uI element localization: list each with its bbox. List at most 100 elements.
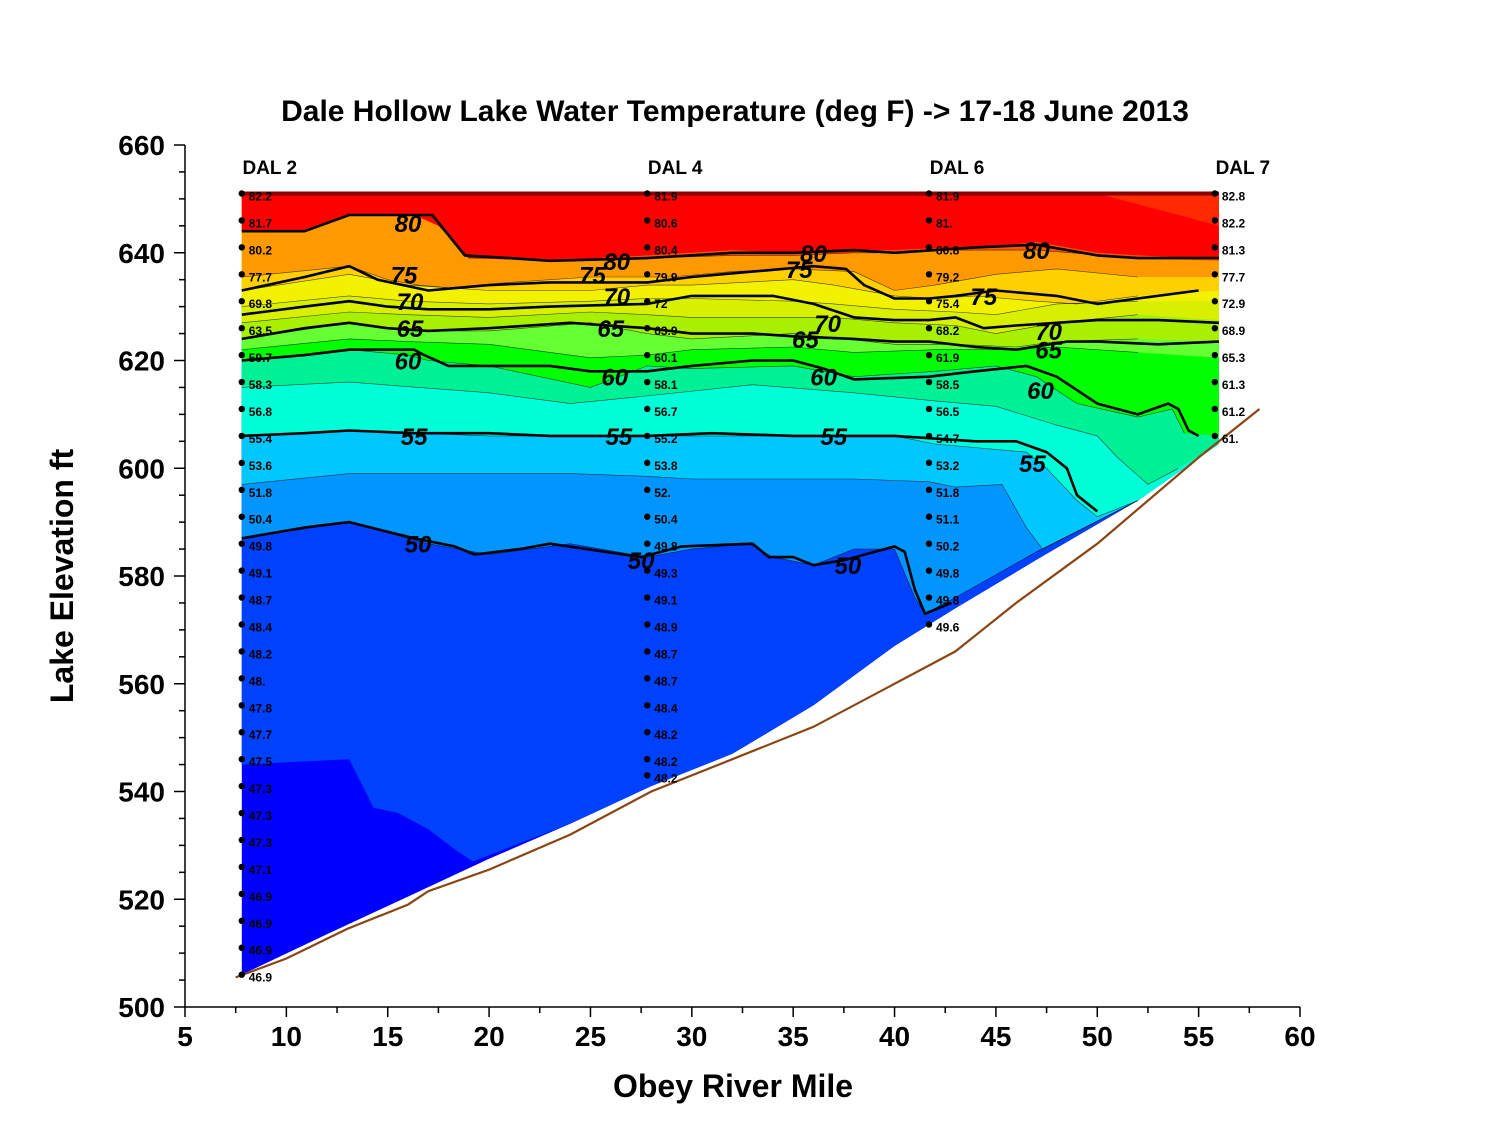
isotherm-thin bbox=[241, 381, 1179, 485]
observation-dot bbox=[925, 217, 933, 224]
isotherm-75 bbox=[241, 264, 1199, 306]
observation-value: 81.7 bbox=[249, 216, 273, 230]
station-dal-6: DAL 6 81.9 81. 80.8 79.2 75.4 68.2 61.9 58.5 56.5… bbox=[925, 158, 984, 634]
observation-dot bbox=[925, 271, 933, 278]
x-tick-label: 10 bbox=[271, 1021, 302, 1052]
observation-value: 81. bbox=[936, 216, 953, 230]
observation-dot bbox=[238, 298, 245, 305]
observation-dot bbox=[644, 702, 651, 709]
isotherm-thin bbox=[241, 322, 1138, 348]
observation-value: 61. bbox=[1222, 432, 1239, 446]
observation-dot bbox=[238, 405, 245, 413]
x-tick-label: 35 bbox=[778, 1021, 809, 1052]
observation-value: 46.9 bbox=[249, 890, 273, 904]
observation-value: 80.8 bbox=[936, 243, 960, 257]
station-dal-7: DAL 7 82.8 82.2 81.3 77.7 72.9 68.9 65.3 61.3 61.… bbox=[1211, 158, 1270, 446]
isotherm-thin bbox=[241, 338, 1138, 359]
y-tick-label: 660 bbox=[118, 130, 165, 161]
observation-dot bbox=[644, 271, 651, 278]
isotherm-label: 75 bbox=[786, 257, 813, 284]
x-tick-label: 45 bbox=[980, 1021, 1011, 1052]
observation-dot bbox=[1211, 298, 1219, 305]
observation-value: 69.8 bbox=[249, 297, 273, 311]
observation-value: 49.8 bbox=[936, 567, 960, 581]
observation-dot bbox=[238, 702, 245, 709]
isotherm-label: 50 bbox=[405, 532, 432, 559]
y-tick-label: 640 bbox=[118, 238, 165, 269]
observation-value: 63.9 bbox=[654, 324, 678, 338]
observation-dot bbox=[644, 324, 651, 332]
observation-value: 49.8 bbox=[654, 540, 678, 554]
observation-dot bbox=[1211, 190, 1219, 197]
station-dal-2: DAL 2 82.2 81.7 80.2 77.7 69.8 63.5 59.7 58.3 56.… bbox=[238, 158, 297, 985]
observation-dot bbox=[238, 782, 245, 790]
x-tick-label: 15 bbox=[372, 1021, 403, 1052]
observation-value: 47.3 bbox=[249, 836, 273, 850]
observation-value: 65.3 bbox=[1222, 351, 1246, 365]
observation-value: 50.4 bbox=[654, 513, 678, 527]
observation-value: 56.8 bbox=[249, 405, 273, 419]
x-tick-label: 20 bbox=[474, 1021, 505, 1052]
observation-dot bbox=[644, 621, 651, 628]
observation-dot bbox=[238, 729, 245, 736]
observation-value: 47.3 bbox=[249, 782, 273, 796]
isotherm-label: 80 bbox=[603, 249, 630, 276]
observation-dot bbox=[644, 772, 651, 779]
observation-value: 72.9 bbox=[1222, 297, 1246, 311]
observation-dot bbox=[644, 190, 651, 197]
observation-value: 49.8 bbox=[936, 594, 960, 608]
observation-dot bbox=[925, 432, 933, 440]
chart-title: Dale Hollow Lake Water Temperature (deg … bbox=[281, 95, 1189, 128]
observation-value: 48. bbox=[249, 674, 266, 688]
isotherm-label: 50 bbox=[835, 553, 862, 580]
observation-value: 58.3 bbox=[249, 378, 273, 392]
y-tick-label: 500 bbox=[118, 992, 165, 1023]
band-gt80-corner bbox=[1097, 193, 1219, 226]
observation-dot bbox=[925, 621, 933, 628]
isotherm-label: 70 bbox=[814, 311, 841, 338]
axes: 5 10 15 20 25 30 35 40 45 50 55 60 500 520 540 560 580 60… bbox=[118, 130, 1315, 1052]
observation-value: 63.5 bbox=[249, 324, 273, 338]
isotherm-label: 75 bbox=[970, 284, 997, 311]
observation-value: 59.7 bbox=[249, 351, 273, 365]
observation-dot bbox=[644, 729, 651, 736]
isotherm-60 bbox=[241, 348, 1200, 438]
observation-value: 77.7 bbox=[249, 270, 273, 284]
observation-value: 80.6 bbox=[654, 216, 678, 230]
observation-dot bbox=[238, 459, 245, 467]
isotherm-thin bbox=[241, 295, 1138, 316]
observation-value: 49.3 bbox=[654, 567, 678, 581]
observation-dot bbox=[925, 298, 933, 305]
observation-dot bbox=[925, 540, 933, 547]
isotherm-50 bbox=[241, 520, 952, 615]
observation-value: 61.2 bbox=[1222, 405, 1246, 419]
observation-dot bbox=[644, 432, 651, 440]
observation-dot bbox=[238, 486, 245, 493]
observation-dot bbox=[238, 567, 245, 574]
observation-dot bbox=[238, 513, 245, 520]
observation-value: 82.2 bbox=[249, 189, 273, 203]
x-tick-label: 40 bbox=[879, 1021, 910, 1052]
y-tick-label: 520 bbox=[118, 884, 165, 915]
observation-value: 48.4 bbox=[249, 620, 273, 634]
observation-dot bbox=[925, 244, 933, 251]
band-gt80 bbox=[241, 193, 1219, 261]
isotherm-label: 55 bbox=[820, 424, 847, 451]
observation-dot bbox=[238, 190, 245, 197]
isotherm-thin bbox=[241, 349, 1185, 434]
lake-bottom-line bbox=[235, 408, 1261, 979]
observation-dot bbox=[925, 459, 933, 467]
observation-dot bbox=[238, 863, 245, 871]
isotherm-label: 75 bbox=[391, 262, 418, 289]
observation-value: 49.6 bbox=[936, 620, 960, 634]
observation-value: 52. bbox=[654, 486, 671, 500]
observation-value: 55.4 bbox=[249, 432, 273, 446]
observation-value: 49.8 bbox=[249, 540, 273, 554]
isotherm-label: 55 bbox=[605, 424, 632, 451]
isotherm-lines bbox=[241, 213, 1219, 615]
x-axis-title: Obey River Mile bbox=[613, 1068, 853, 1104]
observation-value: 81.9 bbox=[654, 189, 678, 203]
observation-value: 50.4 bbox=[249, 513, 273, 527]
